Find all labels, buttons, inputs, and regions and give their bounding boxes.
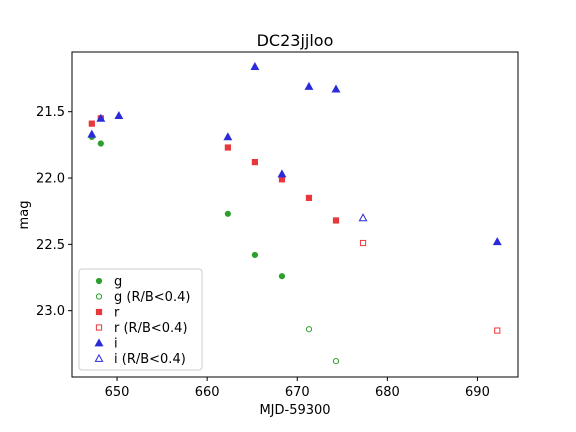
legend-entry-label: i (R/B<0.4) (114, 352, 186, 367)
data-point (87, 129, 97, 138)
x-tick-label: 660 (195, 385, 220, 400)
legend-marker (95, 277, 103, 285)
data-marks (87, 61, 502, 365)
y-axis-label: mag (17, 201, 32, 230)
plot-frame (71, 51, 519, 378)
legend-marker (95, 308, 103, 316)
legend-entry-label: r (R/B<0.4) (114, 321, 188, 336)
x-tick-label: 670 (285, 385, 310, 400)
data-point (223, 132, 233, 141)
data-point (277, 169, 287, 178)
data-point (305, 194, 313, 202)
legend-entry-label: i (114, 337, 118, 352)
x-axis-label: MJD-59300 (259, 403, 330, 418)
data-point (251, 251, 259, 259)
legend-marker (95, 324, 103, 331)
legend-entry-label: g (114, 275, 122, 290)
data-point (224, 144, 231, 151)
x-tick-label: 650 (105, 385, 130, 400)
y-tick-label: 22.0 (36, 172, 65, 187)
y-axis-ticks: 21.5 22.0 22.5 23.0 (36, 105, 72, 319)
legend-marker (94, 353, 104, 362)
y-tick-label: 21.5 (36, 105, 65, 120)
data-point (278, 273, 286, 280)
data-point (358, 213, 368, 222)
x-axis-ticks: 650 660 670 680 690 (105, 377, 490, 400)
data-point (359, 239, 367, 247)
x-tick-label: 680 (375, 385, 400, 400)
data-point (304, 81, 314, 90)
chart-title: DC23jjloo (257, 31, 334, 50)
data-point (250, 61, 260, 70)
legend-box (78, 268, 203, 371)
data-point (278, 176, 286, 183)
data-point (331, 84, 341, 93)
data-point (305, 326, 313, 333)
data-point (494, 327, 501, 334)
y-tick-label: 23.0 (36, 304, 65, 319)
legend: gg (R/B<0.4)rr (R/B<0.4)ii (R/B<0.4) (78, 268, 203, 371)
legend-marker (94, 338, 104, 347)
data-point (88, 120, 95, 127)
y-tick-label: 22.5 (36, 238, 65, 253)
data-point (332, 357, 340, 365)
data-point (224, 210, 231, 217)
data-point (114, 111, 124, 120)
data-point (332, 217, 340, 224)
data-point (96, 113, 106, 122)
data-point (251, 159, 259, 166)
legend-entry-label: g (R/B<0.4) (114, 290, 190, 305)
data-point (492, 237, 502, 246)
legend-marker (95, 293, 103, 300)
x-tick-label: 690 (465, 385, 490, 400)
data-point (97, 140, 104, 147)
legend-entry-label: r (114, 306, 120, 321)
